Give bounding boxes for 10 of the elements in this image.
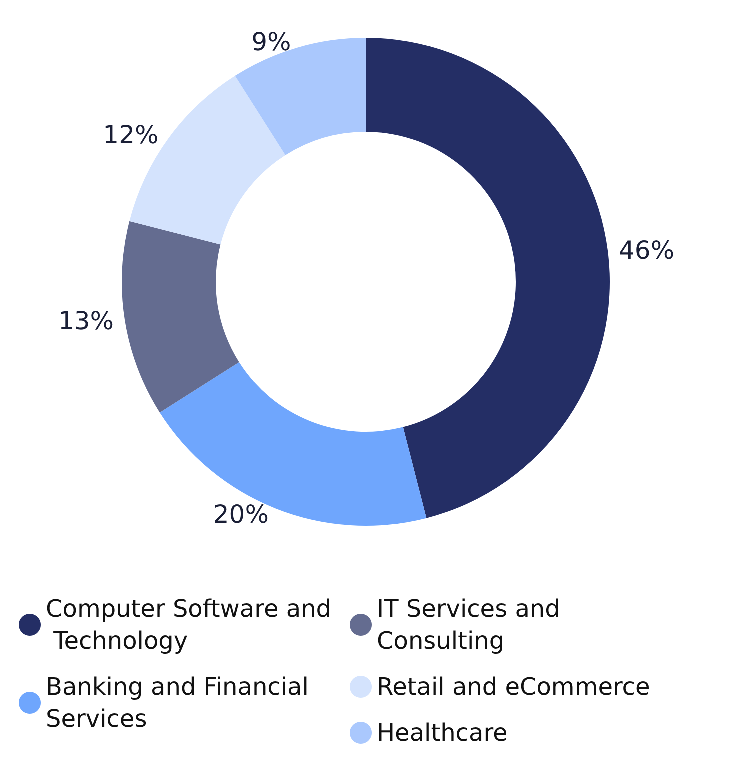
data-label: 20%: [213, 500, 269, 529]
data-label: 46%: [619, 236, 675, 266]
legend-label: Banking and Financial Services: [46, 673, 317, 733]
data-label: 13%: [58, 306, 114, 336]
legend-label: Computer Software and Technology: [46, 595, 332, 655]
legend-label: Healthcare: [377, 719, 508, 747]
legend-label: Retail and eCommerce: [377, 673, 650, 701]
data-label: 9%: [252, 27, 292, 56]
legend-label: IT Services and Consulting: [377, 595, 568, 655]
data-label: 12%: [103, 120, 159, 150]
